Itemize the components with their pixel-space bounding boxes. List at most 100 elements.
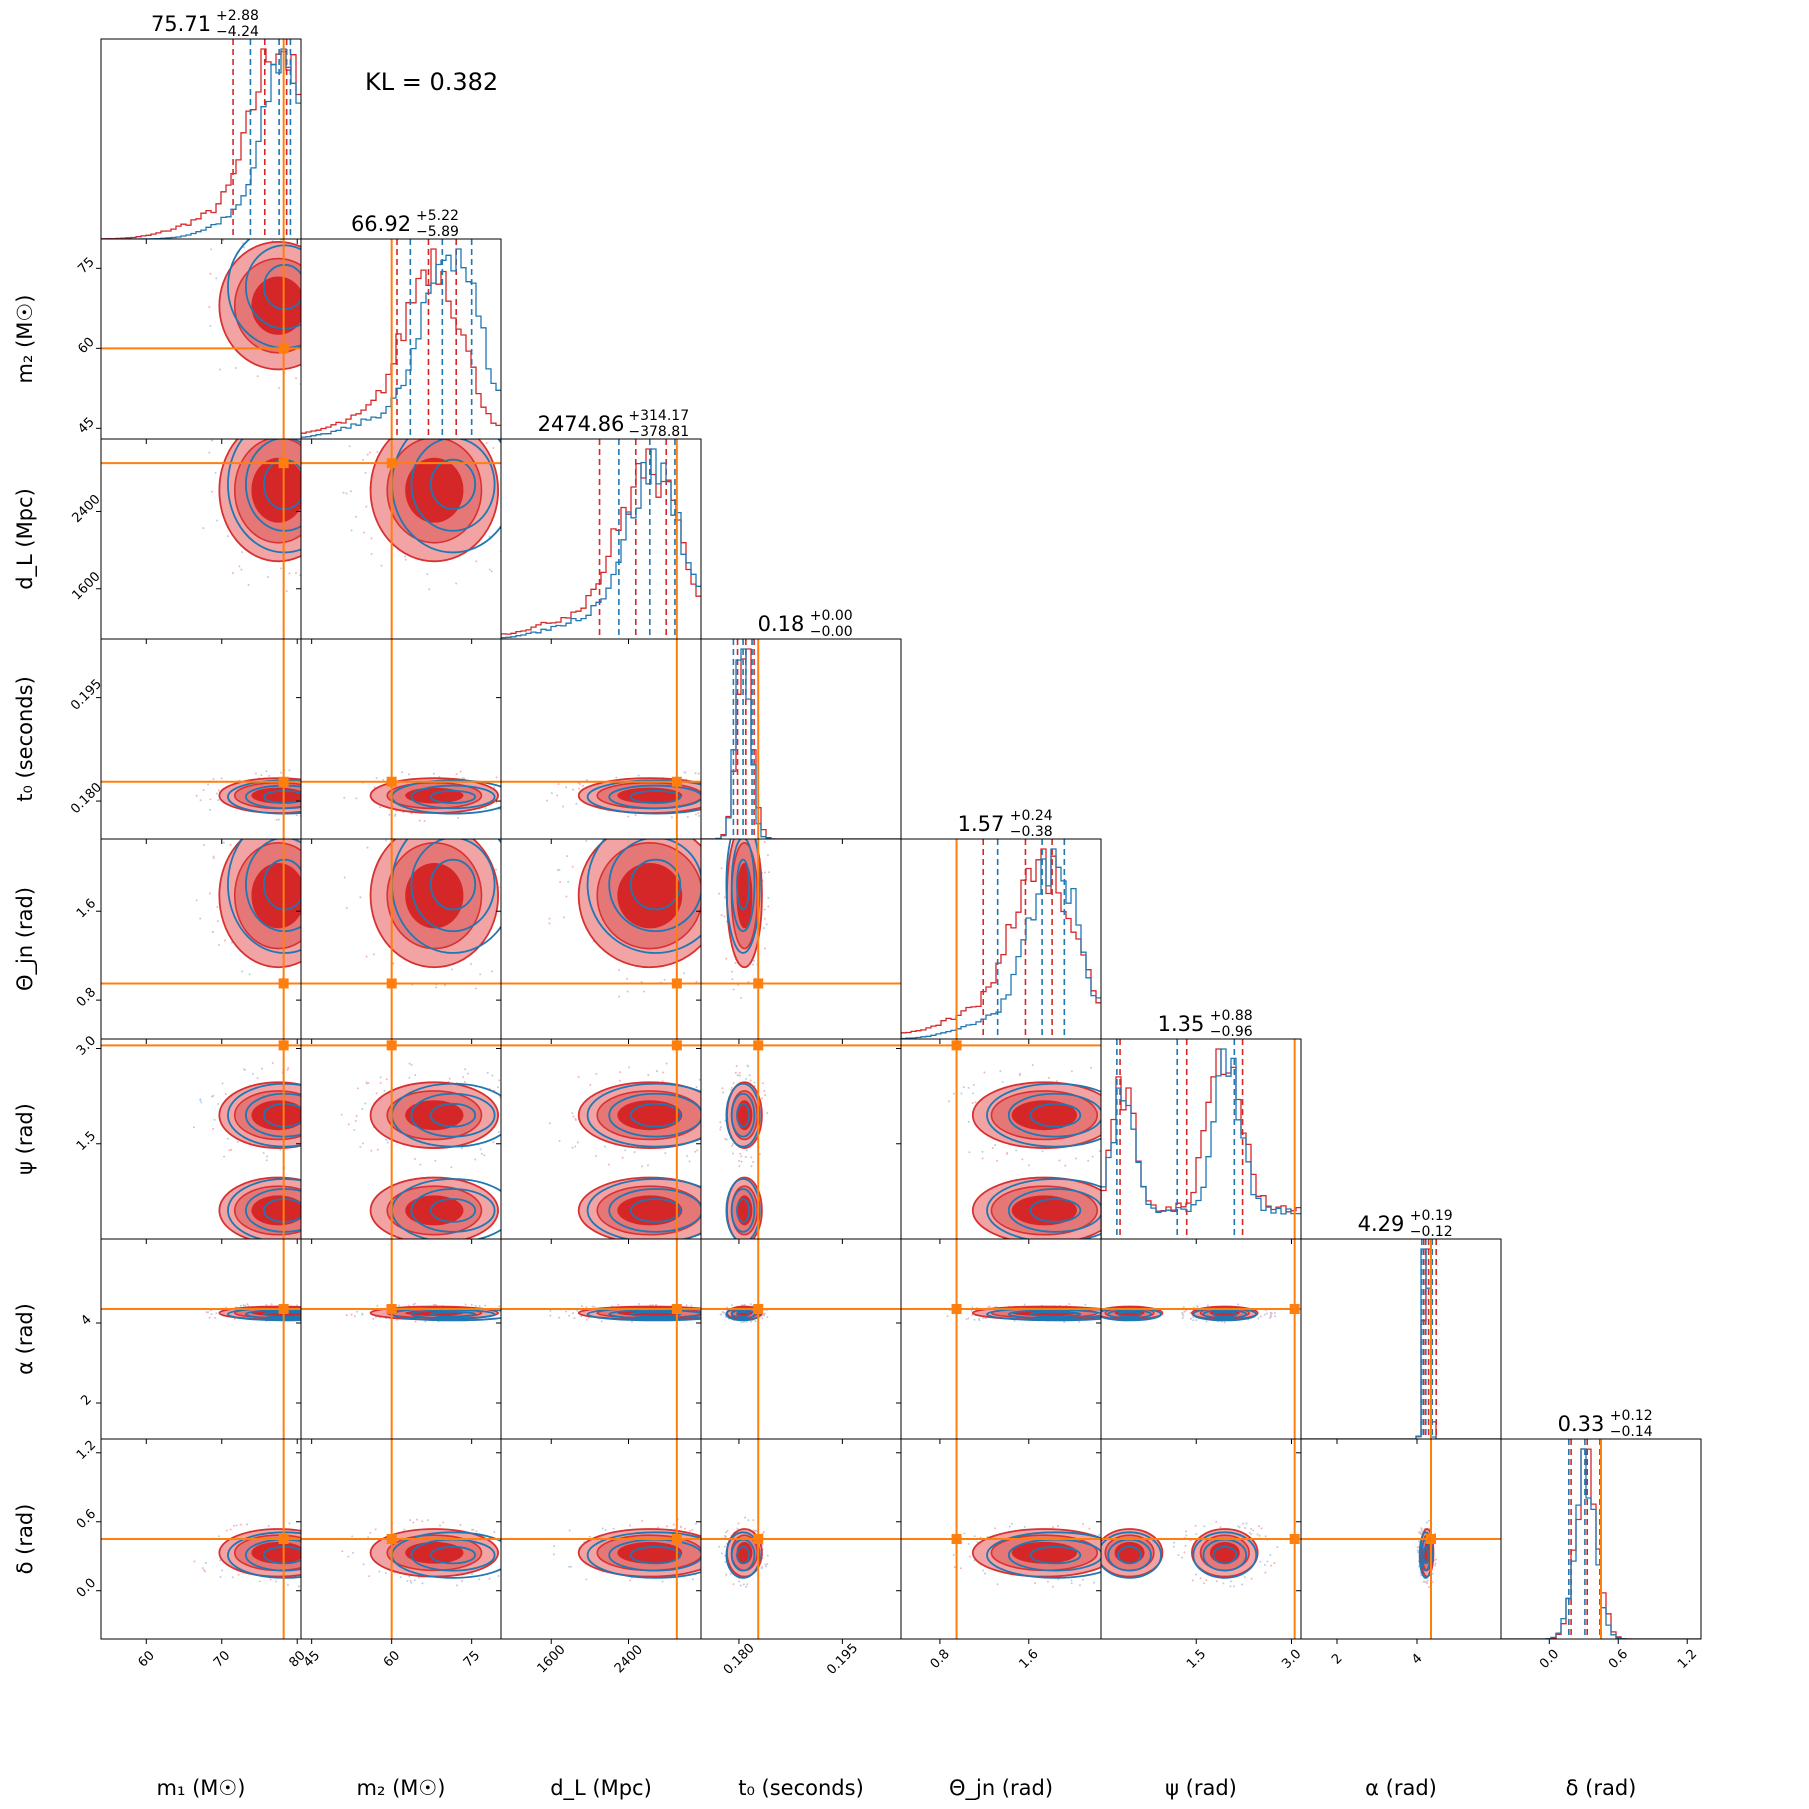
sample-point — [328, 802, 330, 804]
sample-point — [719, 1121, 722, 1124]
sample-point — [354, 786, 356, 788]
sample-point — [585, 839, 588, 842]
sample-point — [702, 1151, 704, 1153]
sample-point — [654, 1303, 657, 1306]
contour-panel-3-4 — [696, 799, 902, 1044]
sample-point — [1063, 1321, 1066, 1324]
x-tick-label: 1600 — [535, 1642, 569, 1676]
sample-point — [1098, 1150, 1101, 1153]
sample-point — [334, 1534, 336, 1536]
sample-point — [462, 1076, 465, 1079]
sample-point — [379, 806, 382, 809]
sample-point — [274, 233, 276, 235]
sample-point — [251, 1072, 254, 1075]
sample-point — [340, 1129, 342, 1131]
sample-point — [336, 785, 338, 787]
sample-point — [742, 1583, 745, 1586]
sample-point — [483, 1154, 486, 1157]
sample-point — [416, 1518, 419, 1521]
sample-point — [994, 1144, 997, 1147]
sample-point — [327, 487, 329, 489]
sample-point — [412, 1303, 415, 1306]
truth-marker — [753, 1304, 764, 1314]
sample-point — [366, 453, 369, 456]
sample-point — [279, 1148, 282, 1151]
contour-inner — [617, 1100, 683, 1131]
sample-point — [348, 460, 350, 462]
sample-point — [421, 1582, 424, 1585]
sample-point — [333, 1312, 335, 1314]
sample-point — [728, 1082, 730, 1084]
x-tick-label: 1.2 — [1675, 1647, 1700, 1672]
sample-point — [349, 490, 352, 493]
sample-point — [331, 1311, 333, 1313]
sample-point — [1098, 1534, 1101, 1537]
sample-point — [715, 1543, 717, 1545]
sample-point — [411, 815, 413, 817]
sample-point — [748, 799, 750, 801]
sample-point — [761, 1317, 764, 1320]
sample-point — [326, 572, 328, 574]
sample-point — [374, 436, 376, 438]
contour-model-b — [736, 1311, 751, 1318]
contour-model-b — [1029, 1198, 1082, 1223]
sample-point — [665, 1525, 668, 1528]
sample-point — [479, 1148, 482, 1151]
y-axis-label: t₀ (seconds) — [13, 676, 37, 802]
x-axis-label: d_L (Mpc) — [550, 1776, 652, 1801]
sample-point — [1417, 1551, 1420, 1554]
sample-point — [388, 813, 391, 816]
sample-point — [723, 896, 726, 899]
sample-point — [1195, 1533, 1198, 1536]
title-minus: −378.81 — [628, 424, 689, 440]
sample-point — [1263, 1313, 1266, 1316]
truth-marker — [386, 1534, 397, 1544]
x-tick-label: 0.195 — [824, 1641, 861, 1678]
sample-point — [526, 790, 528, 792]
sample-point — [705, 1144, 707, 1146]
sample-point — [600, 816, 602, 818]
truth-marker — [671, 978, 682, 989]
sample-point — [724, 1560, 727, 1563]
sample-point — [318, 1138, 320, 1140]
sample-point — [378, 1570, 381, 1573]
sample-point — [366, 846, 369, 849]
sample-point — [364, 1102, 367, 1105]
panel-title: 4.29 — [1358, 1212, 1405, 1236]
sample-point — [734, 962, 737, 965]
sample-point — [1245, 1522, 1248, 1525]
sample-point — [580, 1304, 583, 1307]
sample-point — [361, 1142, 364, 1145]
sample-point — [1215, 1580, 1218, 1583]
sample-point — [475, 1530, 478, 1533]
sample-point — [580, 1315, 583, 1318]
sample-point — [1237, 1303, 1240, 1306]
contour-panel-5-6 — [1096, 1238, 1302, 1444]
sample-point — [685, 830, 687, 832]
sample-point — [714, 893, 716, 895]
sample-point — [695, 980, 698, 983]
sample-point — [738, 1071, 741, 1074]
y-axis-label: m₂ (M☉) — [13, 295, 37, 384]
sample-point — [316, 1074, 318, 1076]
truth-marker — [671, 776, 682, 787]
sample-point — [740, 1160, 743, 1163]
sample-point — [688, 1529, 691, 1532]
sample-point — [418, 431, 420, 433]
sample-point — [278, 386, 281, 389]
sample-point — [340, 245, 342, 247]
sample-point — [386, 1141, 389, 1144]
histogram-a — [901, 848, 1101, 1039]
sample-point — [365, 422, 367, 424]
sample-point — [664, 1152, 667, 1155]
sample-point — [509, 943, 511, 945]
sample-point — [346, 441, 348, 443]
sample-point — [478, 1578, 481, 1581]
sample-point — [278, 427, 280, 429]
sample-point — [327, 1545, 329, 1547]
sample-point — [226, 1137, 229, 1140]
sample-point — [575, 802, 578, 805]
sample-point — [313, 1136, 315, 1138]
sample-point — [727, 1533, 729, 1535]
sample-point — [315, 1315, 317, 1317]
